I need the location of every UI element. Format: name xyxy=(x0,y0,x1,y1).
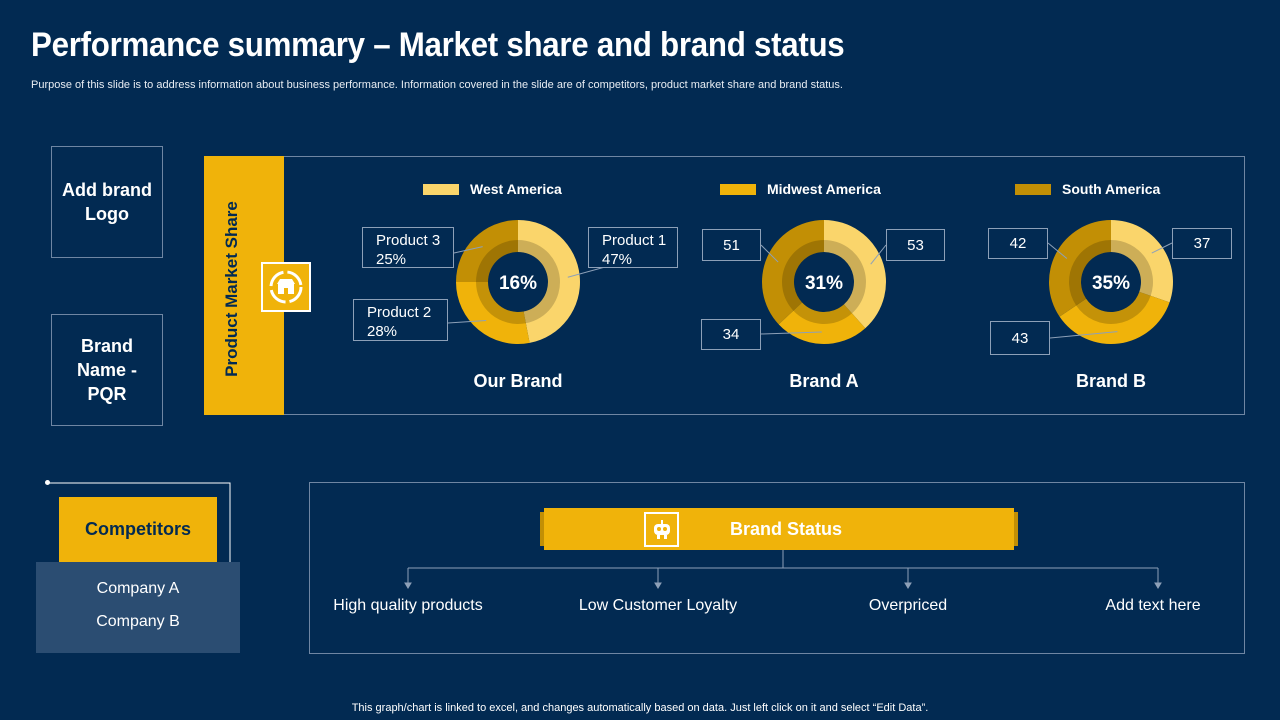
brand-status-title: Brand Status xyxy=(730,519,843,539)
donut-center-label: 31% xyxy=(805,273,843,294)
callout-brand-b-south: 42 xyxy=(988,228,1048,259)
legend-label-west: West America xyxy=(470,181,562,197)
leader-line xyxy=(870,244,887,265)
callout-value: 28% xyxy=(367,323,398,340)
legend-item-west: West America xyxy=(423,181,562,197)
donut-slice xyxy=(824,220,886,329)
competitors-connector xyxy=(48,482,231,562)
legend-swatch-south xyxy=(1015,183,1051,195)
callout-brand-b-midwest: 43 xyxy=(990,321,1050,355)
donut-slice xyxy=(518,220,580,343)
callout-label: Product 2 xyxy=(367,304,432,321)
status-item: Overpriced xyxy=(868,597,948,614)
chart-title-brand-a: Brand A xyxy=(789,371,859,391)
callout-brand-b-west: 37 xyxy=(1172,228,1232,259)
donut-slice-inner xyxy=(793,302,852,325)
donut-slice xyxy=(761,220,824,325)
status-bar-edge xyxy=(1014,512,1018,546)
brand-name-box: Brand Name - PQR xyxy=(51,314,163,426)
donut-slice xyxy=(456,282,530,344)
chart-title-brand-b: Brand B xyxy=(1075,371,1147,391)
status-item: Low Customer Loyalty xyxy=(578,597,738,614)
leader-line xyxy=(760,244,779,263)
callout-brand-a-midwest: 34 xyxy=(701,319,761,350)
donut-slice-inner xyxy=(476,282,526,324)
page-subtitle: Purpose of this slide is to address info… xyxy=(31,79,843,91)
status-bar-edge xyxy=(540,512,544,546)
callout-product-3: Product 3 25% xyxy=(362,227,454,268)
legend-swatch-west xyxy=(423,183,459,195)
company-item: Company A xyxy=(96,580,180,597)
status-item: High quality products xyxy=(333,597,483,614)
legend-label-midwest: Midwest America xyxy=(767,181,881,197)
callout-product-1: Product 1 47% xyxy=(588,227,678,268)
brand-logo-placeholder[interactable]: Add brand Logo xyxy=(51,146,163,258)
leader-line xyxy=(1047,242,1068,259)
connector-dot xyxy=(45,480,50,485)
companies-list: Company A Company B xyxy=(36,562,240,653)
donut-slice xyxy=(778,302,866,344)
donut-slice xyxy=(1049,220,1111,317)
status-item[interactable]: Add text here xyxy=(1105,597,1201,614)
donut-slice-inner xyxy=(1076,291,1151,325)
competitors-title: Competitors xyxy=(59,497,217,562)
legend-item-midwest: Midwest America xyxy=(720,181,881,197)
donut-slice-inner xyxy=(824,240,867,314)
callout-product-2: Product 2 28% xyxy=(353,299,448,341)
donut-slice-inner xyxy=(1111,240,1153,296)
callout-label: Product 1 xyxy=(602,232,667,249)
storefront-icon xyxy=(261,262,311,312)
callout-brand-a-west: 53 xyxy=(886,229,945,261)
donut-hole xyxy=(795,253,853,311)
donut-hole xyxy=(489,253,547,311)
brand-status-panel xyxy=(309,482,1245,654)
donut-slice-inner xyxy=(518,240,561,324)
donut-slice xyxy=(1059,291,1170,344)
leader-line xyxy=(453,246,483,254)
leader-line xyxy=(760,331,822,335)
page-title: Performance summary – Market share and b… xyxy=(31,26,845,64)
legend-item-south: South America xyxy=(1015,181,1160,197)
donut-slice-inner xyxy=(476,240,518,282)
company-item: Company B xyxy=(96,613,180,630)
legend-label-south: South America xyxy=(1062,181,1161,197)
donut-slice-inner xyxy=(1069,240,1111,306)
donut-slice xyxy=(456,220,518,282)
leader-line xyxy=(447,320,487,324)
donut-center-label: 16% xyxy=(499,273,537,294)
leader-line xyxy=(1151,242,1173,254)
donut-center-label: 35% xyxy=(1092,273,1130,294)
legend-swatch-midwest xyxy=(720,183,756,195)
robot-icon xyxy=(644,512,679,547)
donut-hole xyxy=(1082,253,1140,311)
chart-title-our-brand: Our Brand xyxy=(473,371,563,391)
donut-slice xyxy=(1111,220,1173,303)
leader-line xyxy=(1049,331,1118,339)
callout-value: 25% xyxy=(376,251,407,268)
callout-value: 47% xyxy=(602,251,633,268)
footer-note: This graph/chart is linked to excel, and… xyxy=(351,702,929,714)
donut-slice-inner xyxy=(782,240,824,311)
callout-brand-a-south: 51 xyxy=(702,229,761,261)
brand-status-bar xyxy=(544,508,1014,550)
callout-label: Product 3 xyxy=(376,232,441,249)
